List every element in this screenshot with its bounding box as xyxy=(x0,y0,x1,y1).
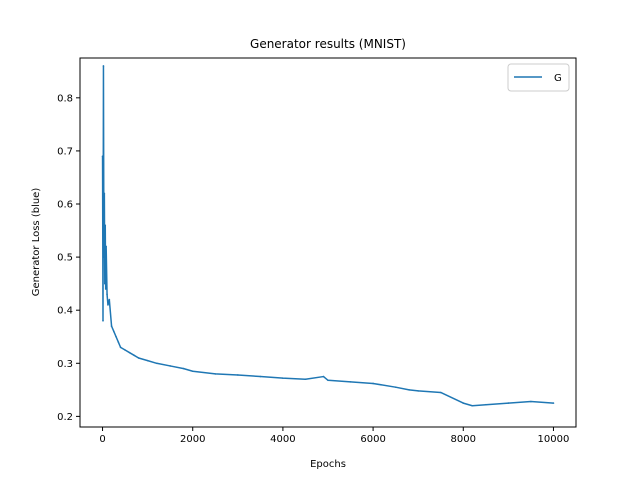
y-tick-label: 0.7 xyxy=(57,146,73,157)
data-point xyxy=(462,402,465,404)
data-point xyxy=(124,349,126,351)
data-point xyxy=(349,381,352,383)
data-point xyxy=(104,282,106,285)
x-tick-label: 0 xyxy=(99,434,105,445)
data-point xyxy=(103,192,106,195)
data-point xyxy=(394,386,397,388)
data-point xyxy=(507,402,510,404)
data-point xyxy=(169,365,171,367)
x-tick-label: 6000 xyxy=(360,434,385,445)
data-point xyxy=(146,359,149,362)
data-point xyxy=(408,389,410,391)
legend: G xyxy=(507,63,570,92)
data-point xyxy=(137,357,140,359)
x-tick-label: 4000 xyxy=(270,434,295,445)
data-point xyxy=(259,375,262,378)
chart-title: Generator results (MNIST) xyxy=(250,37,406,51)
data-point xyxy=(417,390,419,392)
data-point xyxy=(128,351,131,354)
data-point xyxy=(485,403,487,406)
data-point xyxy=(105,245,107,248)
data-point xyxy=(107,304,109,306)
data-point xyxy=(155,362,158,365)
data-point xyxy=(106,293,108,296)
data-point xyxy=(282,377,284,379)
y-axis-label: Generator Loss (blue) xyxy=(31,188,42,297)
data-point xyxy=(108,298,111,301)
y-tick-label: 0.6 xyxy=(57,200,73,211)
data-layer xyxy=(101,65,555,407)
data-point xyxy=(214,373,217,375)
x-tick-label: 8000 xyxy=(451,434,476,445)
data-point xyxy=(110,325,113,327)
data-point xyxy=(530,400,532,403)
data-point xyxy=(102,320,104,322)
data-point xyxy=(439,391,442,394)
data-point xyxy=(372,382,374,385)
y-tick-label: 0.8 xyxy=(57,93,73,104)
x-axis: 0 2000 4000 6000 8000 10000 xyxy=(99,427,569,445)
data-point xyxy=(119,346,122,349)
y-axis: 0.2 0.3 0.4 0.5 0.6 0.7 0.8 xyxy=(57,93,80,423)
data-point xyxy=(182,367,185,370)
data-point xyxy=(322,375,325,378)
y-tick-label: 0.3 xyxy=(57,359,73,370)
data-point xyxy=(304,378,307,381)
data-point xyxy=(133,354,135,357)
axes-frame xyxy=(79,57,577,428)
data-point xyxy=(191,370,194,373)
data-point xyxy=(237,374,239,376)
data-point xyxy=(117,341,120,343)
plot-area xyxy=(79,57,577,428)
legend-label-g: G xyxy=(554,73,562,84)
data-point xyxy=(104,224,107,227)
y-tick-label: 0.4 xyxy=(57,306,73,317)
x-tick-label: 2000 xyxy=(180,434,205,445)
data-point xyxy=(115,335,117,338)
data-point xyxy=(102,65,105,67)
data-point xyxy=(101,155,104,158)
data-point xyxy=(103,256,105,258)
data-point xyxy=(471,404,474,407)
y-tick-label: 0.5 xyxy=(57,253,73,264)
data-point xyxy=(113,330,115,333)
y-tick-label: 0.2 xyxy=(57,412,73,423)
data-point xyxy=(552,402,555,404)
x-axis-label: Epochs xyxy=(310,459,346,470)
x-tick-label: 10000 xyxy=(538,434,570,445)
data-point xyxy=(104,288,107,290)
data-point xyxy=(327,379,329,382)
